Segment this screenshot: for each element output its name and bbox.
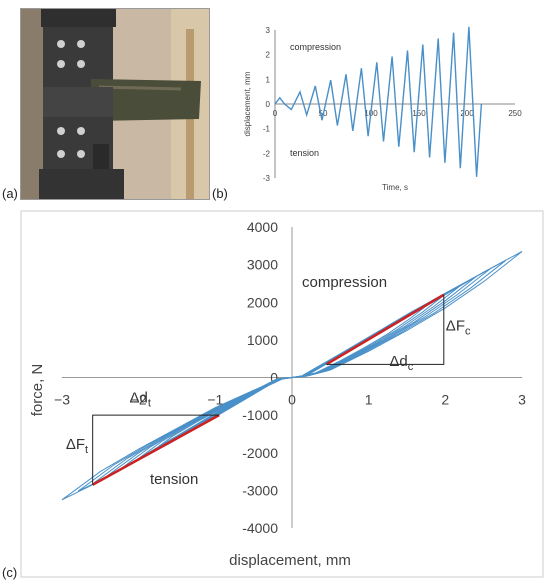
y-tick-label: -1 — [263, 125, 271, 134]
y-tick-label: -1000 — [242, 407, 278, 423]
x-tick-label: 0 — [288, 392, 296, 408]
y-axis-label: displacement, mm — [243, 71, 252, 136]
x-tick-label: 200 — [460, 109, 474, 118]
y-tick-label: 2 — [266, 51, 271, 60]
x-axis-label: displacement, mm — [229, 552, 351, 569]
x-tick-label: −3 — [54, 392, 70, 408]
y-tick-label: 1000 — [247, 332, 278, 348]
specimen-photo — [20, 8, 210, 200]
x-tick-label: 150 — [412, 109, 426, 118]
delta-d-c-label: Δdc — [389, 353, 413, 373]
x-tick-label: 0 — [273, 109, 278, 118]
panel-label-b: (b) — [212, 186, 228, 201]
x-axis-label: Time, s — [382, 183, 408, 192]
displacement-series-line — [274, 26, 483, 177]
delta-d-t-label: Δdt — [129, 389, 150, 409]
x-tick-label: −2 — [131, 392, 147, 408]
delta-f-c-label: ΔFc — [446, 317, 471, 337]
tension-annotation: tension — [290, 148, 319, 158]
y-tick-label: -4000 — [242, 520, 278, 536]
panel-label-a: (a) — [2, 186, 18, 201]
y-tick-label: 3 — [266, 26, 271, 35]
y-tick-label: 4000 — [247, 219, 278, 235]
y-tick-label: 2000 — [247, 294, 278, 310]
y-tick-label: 3000 — [247, 257, 278, 273]
tension-fit-line — [92, 414, 220, 486]
x-tick-label: −1 — [207, 392, 223, 408]
chart-frame — [20, 210, 544, 578]
y-tick-label: 0 — [266, 100, 271, 109]
y-axis-label: force, N — [29, 364, 46, 417]
x-tick-label: 1 — [365, 392, 373, 408]
compression-fit-line — [325, 293, 445, 366]
y-tick-label: 1 — [266, 75, 271, 84]
force-displacement-chart: -4000 -3000 -2000 -1000 0 1000 2000 3000 4000 −3 −… — [20, 210, 544, 578]
tension-annotation: tension — [150, 471, 198, 488]
compression-delta-triangle — [326, 294, 445, 365]
y-tick-label: -2000 — [242, 445, 278, 461]
force-unloading-curve — [149, 299, 435, 454]
y-tick-label: -3 — [263, 174, 271, 183]
y-tick-label: -3000 — [242, 482, 278, 498]
compression-annotation: compression — [290, 42, 341, 52]
y-tick-label: 0 — [270, 370, 278, 386]
x-tick-label: 3 — [518, 392, 526, 408]
tension-delta-triangle — [92, 414, 220, 485]
compression-annotation: compression — [302, 274, 387, 291]
x-tick-label: 250 — [508, 109, 522, 118]
delta-f-t-label: ΔFt — [66, 436, 88, 456]
x-tick-label: 2 — [441, 392, 449, 408]
panel-label-c: (c) — [2, 565, 18, 580]
y-tick-label: -2 — [263, 149, 271, 158]
